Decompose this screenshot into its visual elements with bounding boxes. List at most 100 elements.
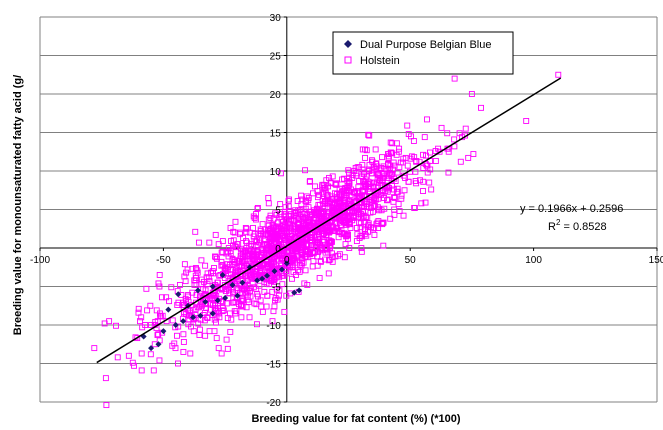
holstein-point: [304, 282, 311, 288]
x-axis-title: Breeding value for fat content (%) (*100…: [251, 413, 460, 425]
holstein-point: [373, 163, 380, 170]
holstein-point: [234, 241, 241, 248]
holstein-point: [426, 149, 433, 156]
holstein-point: [363, 173, 370, 180]
y-tick-label: 5: [275, 206, 281, 217]
holstein-point: [218, 258, 225, 265]
holstein-point: [298, 262, 305, 269]
holstein-point: [319, 181, 326, 188]
holstein-point: [245, 270, 252, 277]
holstein-point: [420, 164, 427, 171]
belgian-blue-point: [180, 318, 187, 325]
holstein-point: [368, 157, 375, 164]
holstein-point: [91, 345, 98, 352]
holstein-point: [232, 218, 239, 225]
holstein-point: [263, 303, 270, 310]
holstein-point: [148, 322, 155, 328]
holstein-point: [294, 219, 301, 226]
holstein-point: [423, 152, 429, 159]
holstein-point: [345, 213, 352, 220]
holstein-point: [185, 293, 192, 300]
holstein-point: [194, 269, 201, 276]
x-tick-label: 0: [284, 255, 290, 266]
holstein-point: [420, 151, 426, 158]
holstein-point: [200, 285, 207, 292]
holstein-point: [402, 174, 408, 181]
y-tick-label: -10: [266, 321, 281, 332]
holstein-point: [369, 208, 376, 215]
holstein-point: [400, 155, 407, 162]
holstein-point: [206, 328, 213, 335]
holstein-point: [213, 335, 220, 342]
holstein-point: [227, 328, 234, 335]
holstein-point: [230, 290, 237, 297]
holstein-point: [270, 222, 277, 229]
holstein-point: [302, 215, 309, 221]
holstein-point: [223, 336, 230, 343]
holstein-point: [309, 263, 316, 270]
holstein-point: [306, 224, 313, 231]
holstein-point: [310, 258, 317, 265]
holstein-point: [267, 228, 273, 235]
legend-box: [332, 31, 514, 75]
holstein-point: [420, 188, 426, 194]
holstein-point: [287, 221, 293, 228]
holstein-point: [329, 196, 335, 203]
holstein-point: [246, 314, 253, 321]
holstein-point: [394, 185, 401, 192]
holstein-point: [445, 169, 452, 176]
holstein-point: [195, 304, 202, 311]
holstein-point: [248, 275, 255, 282]
holstein-point: [320, 191, 327, 198]
holstein-point: [421, 134, 428, 141]
legend-holstein-label: Holstein: [360, 55, 400, 67]
holstein-point: [286, 213, 293, 220]
holstein-point: [168, 284, 175, 291]
trendline: [96, 77, 562, 364]
holstein-point: [248, 241, 254, 248]
holstein-point: [169, 317, 176, 324]
holstein-point: [445, 148, 452, 155]
holstein-point: [267, 215, 274, 221]
holstein-point: [358, 245, 365, 251]
belgian-blue-point: [148, 345, 155, 352]
holstein-point: [305, 204, 312, 211]
holstein-point: [206, 239, 213, 246]
holstein-point: [180, 338, 187, 345]
holstein-point: [401, 187, 408, 194]
holstein-point: [261, 288, 268, 295]
holstein-point: [379, 154, 386, 161]
holstein-point: [326, 257, 332, 264]
holstein-point: [196, 332, 203, 338]
holstein-point: [393, 151, 400, 158]
holstein-point: [407, 133, 414, 140]
holstein-point: [328, 238, 335, 245]
holstein-point: [470, 151, 477, 158]
holstein-point: [410, 138, 417, 144]
holstein-point: [102, 375, 109, 382]
holstein-point: [142, 322, 149, 328]
holstein-point: [302, 267, 309, 274]
holstein-point: [424, 169, 431, 176]
holstein-point: [358, 248, 365, 255]
holstein-point: [205, 274, 212, 281]
y-tick-label: 0: [275, 244, 281, 255]
y-tick-label: -15: [266, 360, 281, 371]
holstein-point: [436, 148, 443, 155]
holstein-point: [189, 289, 196, 296]
holstein-point: [147, 302, 154, 309]
holstein-point: [147, 351, 154, 358]
holstein-point: [273, 286, 280, 293]
holstein-point: [156, 283, 163, 290]
holstein-point: [390, 159, 397, 166]
holstein-point: [138, 314, 145, 321]
holstein-point: [201, 309, 208, 316]
holstein-point: [259, 249, 266, 256]
holstein-point: [144, 307, 151, 314]
holstein-point: [249, 256, 256, 263]
holstein-point: [333, 180, 340, 187]
holstein-point: [391, 162, 398, 169]
y-axis-title: Breeding value for monounsaturated fatty…: [12, 75, 24, 335]
holstein-point: [183, 269, 190, 276]
